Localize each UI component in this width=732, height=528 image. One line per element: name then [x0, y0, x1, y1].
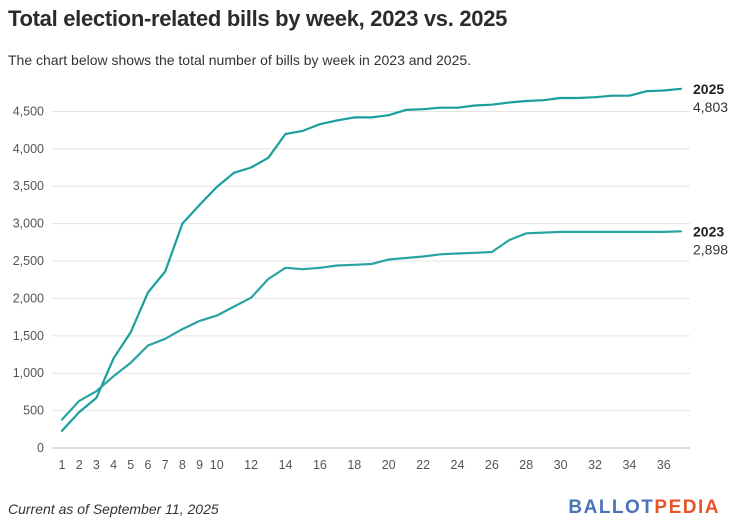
y-tick-label: 3,000 [13, 217, 44, 231]
chart-title: Total election-related bills by week, 20… [8, 6, 508, 31]
chart-subtitle: The chart below shows the total number o… [8, 52, 472, 68]
y-tick-label: 2,000 [13, 291, 44, 305]
end-labels: 2025 4,803 2023 2,898 [693, 81, 728, 257]
series-lines [60, 87, 683, 432]
x-tick-label: 6 [144, 458, 151, 472]
footnote: Current as of September 11, 2025 [8, 501, 219, 517]
series-end-value-2025: 4,803 [693, 99, 728, 115]
y-tick-label: 2,500 [13, 254, 44, 268]
x-tick-label: 22 [416, 458, 430, 472]
y-axis-ticks: 0 500 1,000 1,500 2,000 2,500 3,000 3,500 4,000 4… [13, 104, 44, 455]
x-tick-label: 9 [196, 458, 203, 472]
x-tick-label: 14 [279, 458, 293, 472]
ballotpedia-logo[interactable]: BALLOTPEDIA [568, 497, 720, 519]
x-tick-label: 12 [244, 458, 258, 472]
x-tick-label: 4 [110, 458, 117, 472]
x-tick-label: 5 [127, 458, 134, 472]
series-line-2025 [60, 87, 683, 432]
x-tick-label: 3 [93, 458, 100, 472]
series-name-2025: 2025 [693, 81, 724, 97]
y-tick-label: 500 [23, 404, 44, 418]
y-tick-label: 4,500 [13, 104, 44, 118]
logo-part-ballot: BALLOT [568, 497, 655, 518]
y-tick-label: 1,500 [13, 329, 44, 343]
x-tick-label: 30 [554, 458, 568, 472]
series-line-2023 [60, 230, 683, 421]
x-axis-ticks: 1 2 3 4 5 6 7 8 9 10 12 14 16 18 20 22 24 26 28 30 32 34 36 [59, 458, 671, 472]
x-tick-label: 32 [588, 458, 602, 472]
y-tick-label: 0 [37, 441, 44, 455]
series-name-2023: 2023 [693, 223, 724, 239]
x-tick-label: 20 [382, 458, 396, 472]
y-tick-label: 3,500 [13, 179, 44, 193]
x-tick-label: 24 [451, 458, 465, 472]
logo-part-pedia: PEDIA [654, 497, 720, 518]
x-tick-label: 1 [59, 458, 66, 472]
gridlines [52, 110, 690, 449]
x-tick-label: 7 [162, 458, 169, 472]
y-tick-label: 4,000 [13, 142, 44, 156]
x-tick-label: 26 [485, 458, 499, 472]
x-tick-label: 10 [210, 458, 224, 472]
x-tick-label: 16 [313, 458, 327, 472]
y-tick-label: 1,000 [13, 366, 44, 380]
x-tick-label: 34 [622, 458, 636, 472]
x-tick-label: 28 [519, 458, 533, 472]
x-tick-label: 8 [179, 458, 186, 472]
x-tick-label: 36 [657, 458, 671, 472]
series-end-value-2023: 2,898 [693, 241, 728, 257]
x-tick-label: 2 [76, 458, 83, 472]
x-tick-label: 18 [347, 458, 361, 472]
